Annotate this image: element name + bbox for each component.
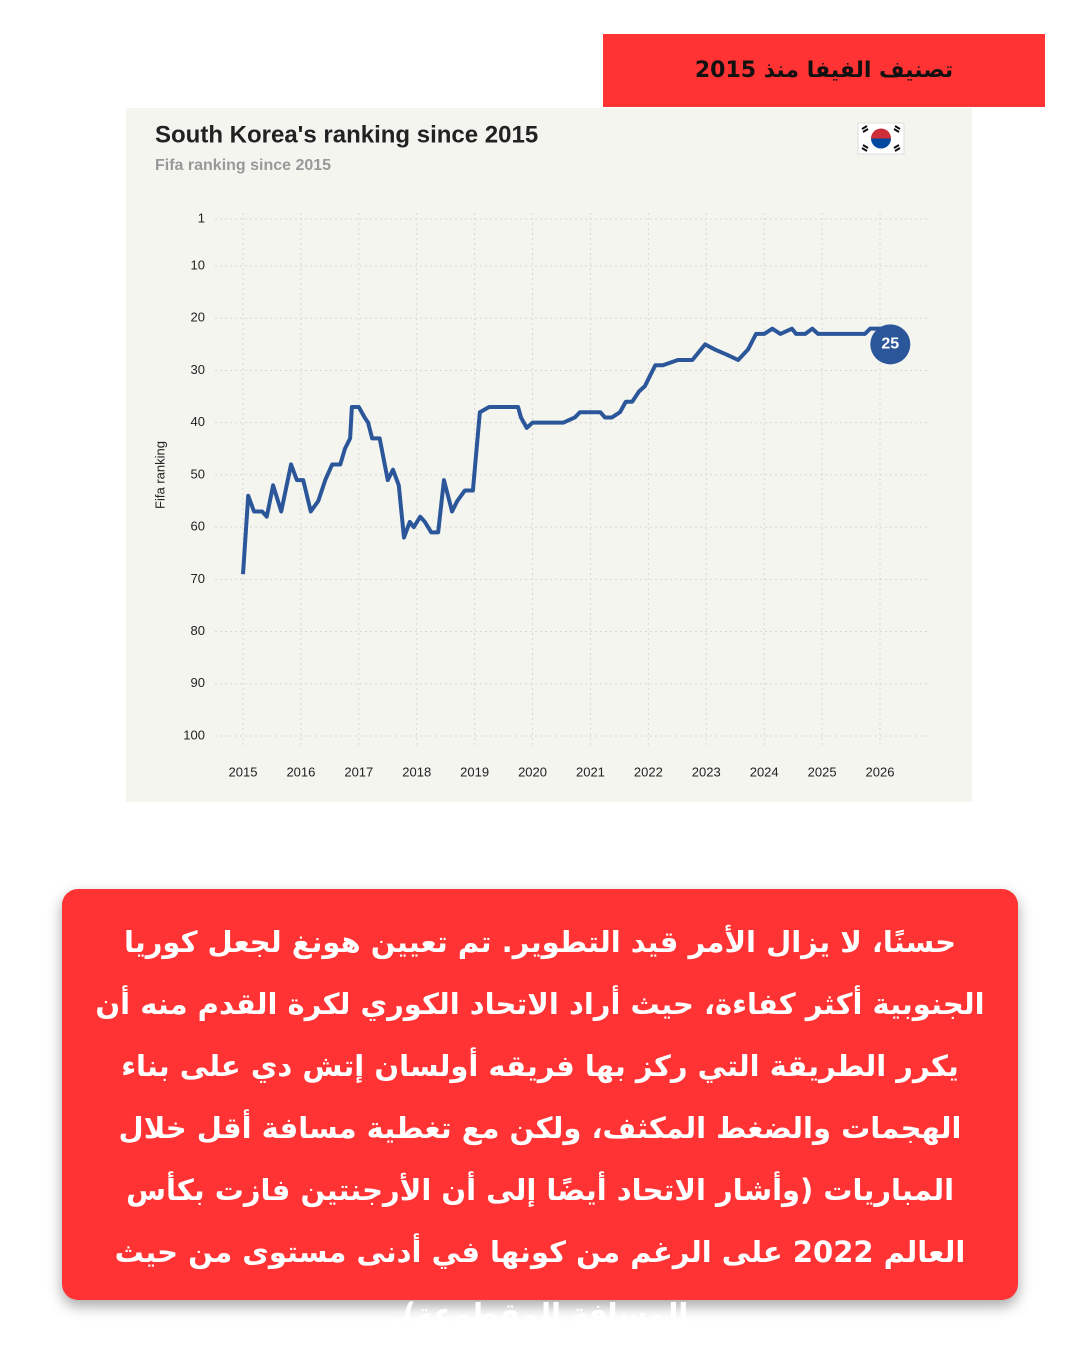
y-tick-label: 50 [191, 466, 205, 481]
end-badge [870, 324, 911, 365]
y-tick-label: 90 [191, 675, 205, 690]
x-tick-label: 2015 [229, 764, 258, 779]
y-tick-label: 70 [191, 571, 205, 586]
grid [215, 213, 930, 748]
x-tick-label: 2021 [576, 764, 605, 779]
end-badge-label: 25 [881, 336, 899, 353]
y-tick-label: 20 [191, 310, 205, 325]
line-series [241, 326, 883, 575]
chart-panel: South Korea's ranking since 2015 Fifa ra… [126, 108, 972, 802]
chart-title: South Korea's ranking since 2015 [155, 121, 538, 148]
header-title: تصنيف الفيفا منذ 2015 [603, 34, 1045, 107]
chart-subtitle: Fifa ranking since 2015 [155, 157, 331, 174]
x-tick-label: 2024 [750, 764, 779, 779]
x-tick-label: 2020 [518, 764, 547, 779]
x-tick-label: 2017 [344, 764, 373, 779]
x-tick-label: 2018 [402, 764, 431, 779]
y-axis-label: Fifa ranking [152, 441, 167, 509]
x-tick-label: 2016 [286, 764, 315, 779]
y-tick-label: 80 [191, 623, 205, 638]
x-tick-label: 2019 [460, 764, 489, 779]
chart: South Korea's ranking since 2015 Fifa ra… [152, 121, 930, 779]
x-tick-label: 2026 [866, 764, 895, 779]
x-tick-label: 2022 [634, 764, 663, 779]
y-tick-label: 60 [191, 519, 205, 534]
y-tick-label: 10 [191, 257, 205, 272]
body-text: حسنًا، لا يزال الأمر قيد التطوير. تم تعي… [62, 889, 1018, 1331]
y-tick-label: 30 [191, 362, 205, 377]
y-tick-label: 100 [183, 727, 205, 742]
x-tick-label: 2023 [692, 764, 721, 779]
flag-icon [857, 122, 905, 155]
x-tick-label: 2025 [808, 764, 837, 779]
y-tick-label: 1 [198, 210, 205, 225]
y-tick-label: 40 [191, 414, 205, 429]
